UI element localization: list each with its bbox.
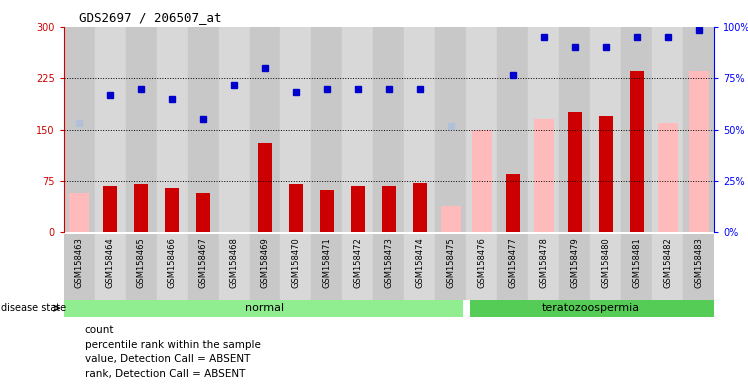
- Bar: [373, 234, 405, 300]
- Text: GDS2697 / 206507_at: GDS2697 / 206507_at: [79, 12, 221, 25]
- Bar: [382, 186, 396, 232]
- Text: GSM158478: GSM158478: [539, 237, 548, 288]
- Bar: [590, 27, 622, 232]
- Bar: [373, 27, 405, 232]
- Bar: [280, 234, 311, 300]
- Bar: [258, 143, 272, 232]
- Bar: [470, 300, 714, 317]
- Bar: [622, 27, 652, 232]
- Text: GSM158474: GSM158474: [415, 237, 424, 288]
- Text: GSM158477: GSM158477: [509, 237, 518, 288]
- Text: GSM158467: GSM158467: [198, 237, 207, 288]
- Bar: [188, 27, 218, 232]
- Bar: [684, 27, 714, 232]
- Text: GSM158472: GSM158472: [354, 237, 363, 288]
- Bar: [218, 27, 250, 232]
- Bar: [320, 190, 334, 232]
- Bar: [69, 193, 89, 232]
- Bar: [188, 234, 218, 300]
- Text: percentile rank within the sample: percentile rank within the sample: [85, 340, 260, 350]
- Bar: [64, 27, 94, 232]
- Bar: [657, 123, 678, 232]
- Bar: [497, 234, 528, 300]
- Bar: [435, 27, 467, 232]
- Bar: [94, 234, 126, 300]
- Bar: [218, 234, 250, 300]
- Text: GSM158482: GSM158482: [663, 237, 672, 288]
- Text: GSM158464: GSM158464: [105, 237, 114, 288]
- Bar: [405, 234, 435, 300]
- Text: count: count: [85, 325, 114, 335]
- Text: rank, Detection Call = ABSENT: rank, Detection Call = ABSENT: [85, 369, 245, 379]
- Bar: [94, 27, 126, 232]
- Bar: [196, 193, 210, 232]
- Bar: [590, 234, 622, 300]
- Text: teratozoospermia: teratozoospermia: [542, 303, 640, 313]
- Bar: [343, 27, 373, 232]
- Bar: [351, 186, 365, 232]
- Text: GSM158479: GSM158479: [571, 237, 580, 288]
- Bar: [289, 184, 303, 232]
- Text: GSM158480: GSM158480: [601, 237, 610, 288]
- Bar: [568, 113, 582, 232]
- Bar: [622, 234, 652, 300]
- Bar: [405, 27, 435, 232]
- Bar: [534, 119, 554, 232]
- Bar: [506, 174, 520, 232]
- Bar: [435, 234, 467, 300]
- Bar: [528, 234, 560, 300]
- Text: GSM158476: GSM158476: [477, 237, 486, 288]
- Bar: [689, 71, 709, 232]
- Text: GSM158470: GSM158470: [292, 237, 301, 288]
- Text: value, Detection Call = ABSENT: value, Detection Call = ABSENT: [85, 354, 250, 364]
- Bar: [684, 234, 714, 300]
- Bar: [126, 27, 156, 232]
- Bar: [599, 116, 613, 232]
- Text: GSM158473: GSM158473: [384, 237, 393, 288]
- Bar: [343, 234, 373, 300]
- Bar: [134, 184, 148, 232]
- Text: GSM158483: GSM158483: [694, 237, 703, 288]
- Bar: [126, 234, 156, 300]
- Bar: [156, 27, 188, 232]
- Bar: [250, 27, 280, 232]
- Text: GSM158463: GSM158463: [75, 237, 84, 288]
- Text: normal: normal: [245, 303, 284, 313]
- Text: GSM158471: GSM158471: [322, 237, 331, 288]
- Text: GSM158465: GSM158465: [137, 237, 146, 288]
- Bar: [441, 206, 461, 232]
- Bar: [64, 234, 94, 300]
- Text: GSM158475: GSM158475: [447, 237, 456, 288]
- Text: GSM158481: GSM158481: [632, 237, 641, 288]
- Bar: [528, 27, 560, 232]
- Bar: [165, 188, 179, 232]
- Bar: [311, 234, 343, 300]
- Bar: [652, 234, 684, 300]
- Text: disease state: disease state: [1, 303, 66, 313]
- Bar: [413, 183, 427, 232]
- Text: GSM158466: GSM158466: [168, 237, 177, 288]
- Text: GSM158468: GSM158468: [230, 237, 239, 288]
- Bar: [560, 234, 590, 300]
- Bar: [652, 27, 684, 232]
- Text: GSM158469: GSM158469: [260, 237, 269, 288]
- Bar: [472, 129, 492, 232]
- Bar: [311, 27, 343, 232]
- Bar: [280, 27, 311, 232]
- Bar: [467, 234, 497, 300]
- Bar: [467, 27, 497, 232]
- Bar: [497, 27, 528, 232]
- Bar: [156, 234, 188, 300]
- Bar: [103, 187, 117, 232]
- Bar: [560, 27, 590, 232]
- Bar: [250, 234, 280, 300]
- Bar: [630, 71, 644, 232]
- Bar: [64, 300, 463, 317]
